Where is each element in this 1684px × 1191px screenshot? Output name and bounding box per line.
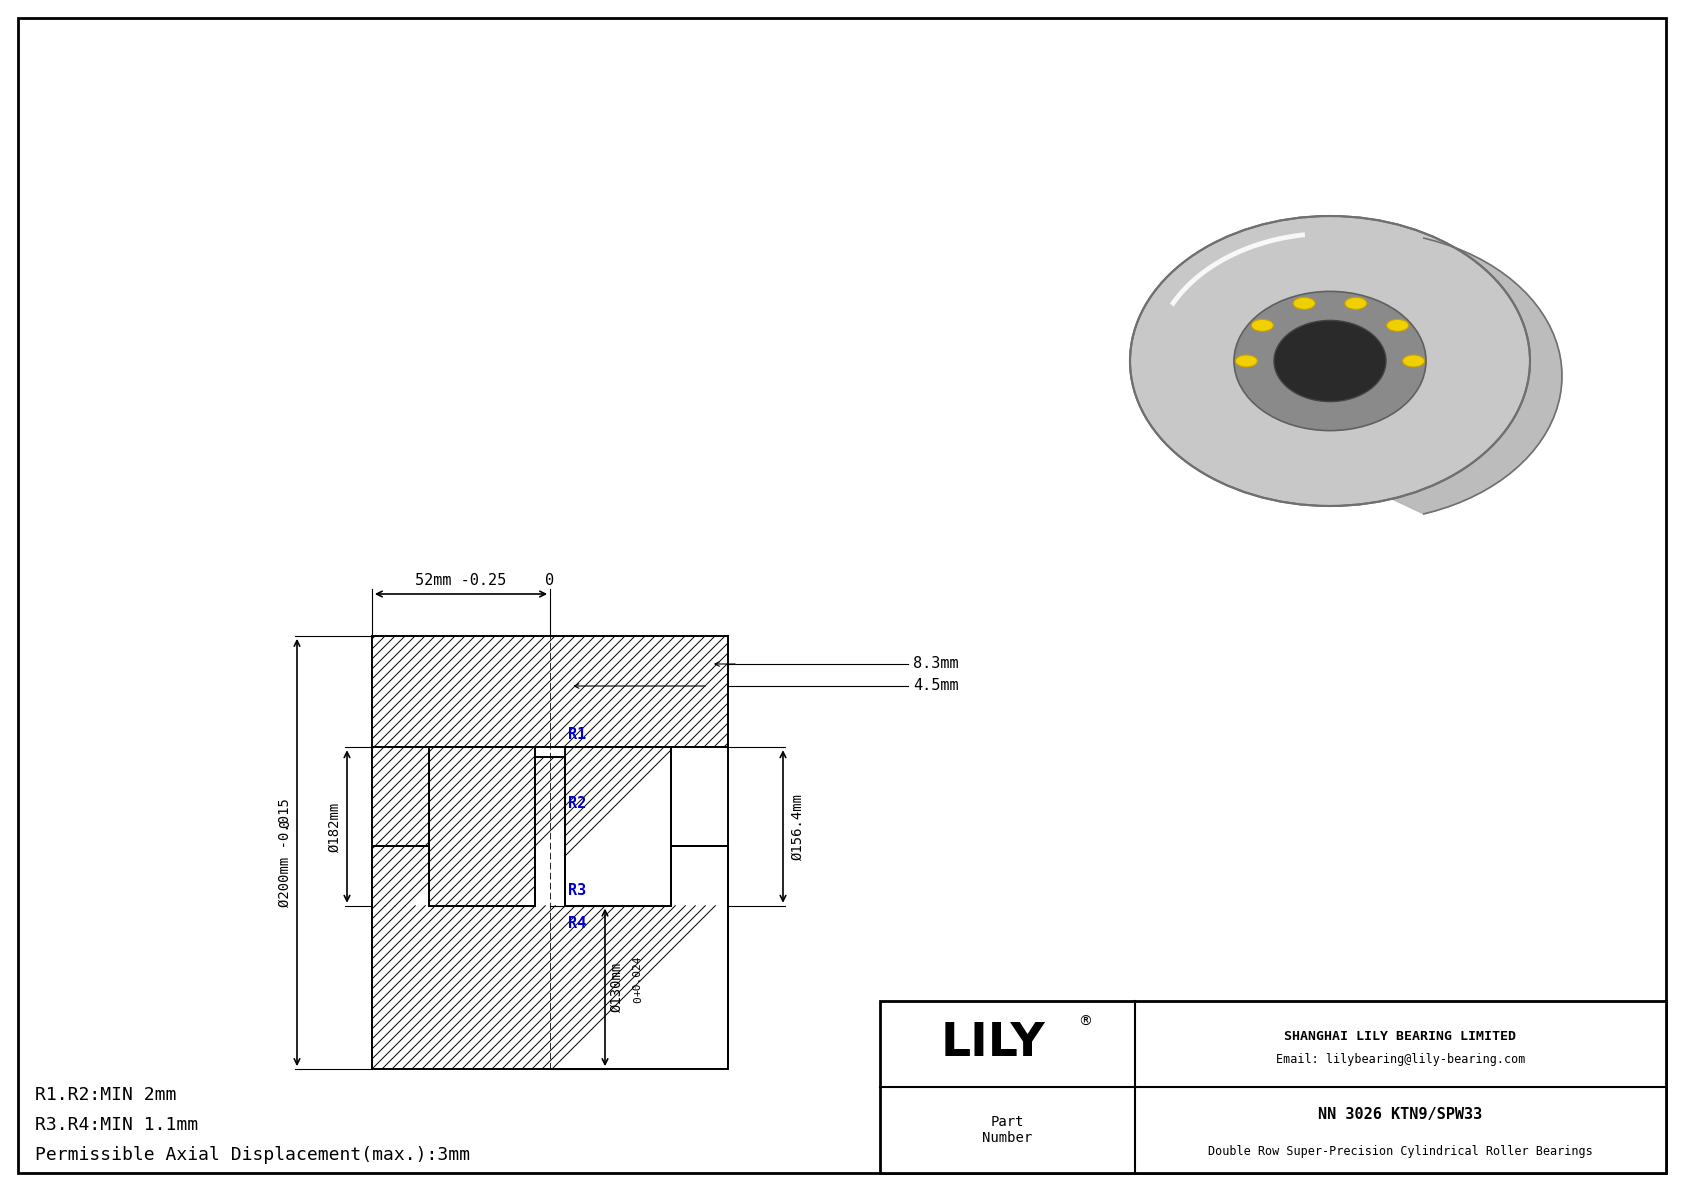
Bar <box>881 1000 1665 1173</box>
Text: 0: 0 <box>633 996 643 1003</box>
Text: R3: R3 <box>568 883 586 898</box>
Ellipse shape <box>1251 319 1273 331</box>
Ellipse shape <box>1293 298 1315 310</box>
Bar <box>566 747 672 905</box>
Ellipse shape <box>1130 216 1531 506</box>
Text: Ø130mm: Ø130mm <box>610 962 625 1012</box>
Ellipse shape <box>1386 319 1408 331</box>
Text: 8.3mm: 8.3mm <box>913 656 958 672</box>
Ellipse shape <box>1275 320 1386 401</box>
Text: R1.R2:MIN 2mm: R1.R2:MIN 2mm <box>35 1086 177 1104</box>
Text: Email: lilybearing@lily-bearing.com: Email: lilybearing@lily-bearing.com <box>1276 1054 1526 1066</box>
Text: 52mm -0.25: 52mm -0.25 <box>416 573 507 588</box>
Text: Ø182mm: Ø182mm <box>328 802 342 852</box>
Text: R3.R4:MIN 1.1mm: R3.R4:MIN 1.1mm <box>35 1116 199 1134</box>
Text: Part
Number: Part Number <box>982 1115 1032 1145</box>
Text: Ø156.4mm: Ø156.4mm <box>791 793 805 860</box>
Ellipse shape <box>1346 298 1367 310</box>
Text: R1: R1 <box>568 728 586 742</box>
Text: 4.5mm: 4.5mm <box>913 679 958 693</box>
Polygon shape <box>1391 223 1561 513</box>
Text: 0: 0 <box>278 819 291 828</box>
Bar <box>429 747 534 905</box>
Ellipse shape <box>1236 355 1258 367</box>
Ellipse shape <box>1403 355 1425 367</box>
Ellipse shape <box>1234 292 1426 431</box>
Text: Permissible Axial Displacement(max.):3mm: Permissible Axial Displacement(max.):3mm <box>35 1146 470 1164</box>
Text: SHANGHAI LILY BEARING LIMITED: SHANGHAI LILY BEARING LIMITED <box>1285 1029 1517 1042</box>
Text: NN 3026 KTN9/SPW33: NN 3026 KTN9/SPW33 <box>1319 1106 1482 1122</box>
Text: 0: 0 <box>546 573 554 588</box>
Text: R2: R2 <box>568 797 586 811</box>
Text: ®: ® <box>1078 1015 1093 1029</box>
Text: LILY: LILY <box>940 1022 1044 1066</box>
Text: +0.024: +0.024 <box>633 955 643 996</box>
Text: R4: R4 <box>568 916 586 930</box>
Text: Ø200mm -0.015: Ø200mm -0.015 <box>278 798 291 906</box>
Text: Double Row Super-Precision Cylindrical Roller Bearings: Double Row Super-Precision Cylindrical R… <box>1207 1145 1593 1158</box>
